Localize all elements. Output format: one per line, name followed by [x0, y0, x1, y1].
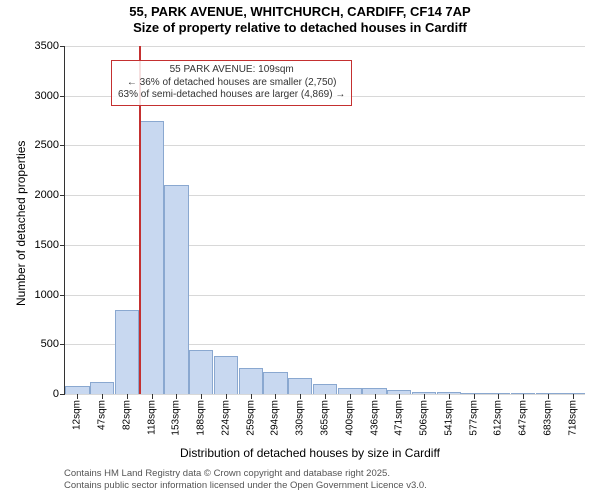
xtick-mark: [251, 394, 252, 399]
xtick-label: 683sqm: [542, 400, 553, 436]
xtick-label: 294sqm: [270, 400, 281, 436]
xtick-label: 330sqm: [295, 400, 306, 436]
xtick-mark: [201, 394, 202, 399]
ytick-label: 1500: [35, 239, 59, 251]
xtick-label: 400sqm: [344, 400, 355, 436]
ytick-label: 3000: [35, 90, 59, 102]
xtick-label: 612sqm: [493, 400, 504, 436]
ytick-mark: [60, 96, 65, 97]
xtick-mark: [375, 394, 376, 399]
ytick-label: 2500: [35, 139, 59, 151]
ytick-label: 3500: [35, 40, 59, 52]
histogram-bar: [65, 386, 89, 394]
annotation-line-1: 55 PARK AVENUE: 109sqm: [118, 64, 345, 77]
xtick-mark: [127, 394, 128, 399]
ytick-mark: [60, 295, 65, 296]
ytick-mark: [60, 195, 65, 196]
chart-title: 55, PARK AVENUE, WHITCHURCH, CARDIFF, CF…: [0, 0, 600, 20]
xtick-mark: [548, 394, 549, 399]
footer-attribution: Contains HM Land Registry data © Crown c…: [64, 468, 427, 493]
xtick-mark: [300, 394, 301, 399]
ytick-mark: [60, 245, 65, 246]
footer-line-1: Contains HM Land Registry data © Crown c…: [64, 468, 427, 480]
xtick-label: 118sqm: [146, 400, 157, 435]
x-axis-label: Distribution of detached houses by size …: [180, 446, 440, 460]
gridline: [65, 46, 585, 47]
annotation-line-3: 63% of semi-detached houses are larger (…: [118, 89, 345, 102]
ytick-mark: [60, 145, 65, 146]
xtick-label: 153sqm: [171, 400, 182, 436]
footer-line-2: Contains public sector information licen…: [64, 480, 427, 492]
xtick-label: 506sqm: [419, 400, 430, 436]
xtick-label: 541sqm: [443, 400, 454, 436]
y-axis-label: Number of detached properties: [14, 141, 28, 306]
xtick-mark: [102, 394, 103, 399]
xtick-label: 47sqm: [97, 400, 108, 430]
xtick-label: 82sqm: [121, 400, 132, 430]
xtick-mark: [573, 394, 574, 399]
histogram-bar: [164, 185, 188, 394]
ytick-mark: [60, 46, 65, 47]
xtick-mark: [325, 394, 326, 399]
histogram-bar: [115, 310, 139, 395]
ytick-label: 0: [53, 388, 59, 400]
ytick-label: 500: [41, 338, 59, 350]
xtick-mark: [498, 394, 499, 399]
xtick-label: 577sqm: [468, 400, 479, 436]
histogram-bar: [263, 372, 287, 394]
xtick-label: 12sqm: [72, 400, 83, 430]
xtick-mark: [350, 394, 351, 399]
histogram-bar: [90, 382, 114, 394]
chart-subtitle: Size of property relative to detached ho…: [0, 20, 600, 36]
xtick-mark: [474, 394, 475, 399]
xtick-label: 647sqm: [518, 400, 529, 436]
histogram-bar: [239, 368, 263, 394]
xtick-mark: [399, 394, 400, 399]
xtick-label: 259sqm: [245, 400, 256, 436]
xtick-mark: [152, 394, 153, 399]
chart-container: 55, PARK AVENUE, WHITCHURCH, CARDIFF, CF…: [0, 0, 600, 500]
xtick-mark: [77, 394, 78, 399]
xtick-mark: [523, 394, 524, 399]
xtick-label: 436sqm: [369, 400, 380, 436]
annotation-line-2: ← 36% of detached houses are smaller (2,…: [118, 77, 345, 90]
histogram-bar: [288, 378, 312, 394]
xtick-mark: [449, 394, 450, 399]
xtick-label: 365sqm: [320, 400, 331, 436]
xtick-mark: [275, 394, 276, 399]
xtick-label: 188sqm: [196, 400, 207, 436]
ytick-label: 2000: [35, 189, 59, 201]
xtick-label: 718sqm: [567, 400, 578, 436]
xtick-label: 224sqm: [220, 400, 231, 436]
xtick-mark: [176, 394, 177, 399]
plot-area: 050010001500200025003000350012sqm47sqm82…: [64, 46, 585, 395]
histogram-bar: [214, 356, 238, 394]
xtick-label: 471sqm: [394, 400, 405, 436]
histogram-bar: [313, 384, 337, 394]
annotation-box: 55 PARK AVENUE: 109sqm← 36% of detached …: [111, 60, 352, 106]
histogram-bar: [140, 121, 164, 394]
ytick-label: 1000: [35, 289, 59, 301]
xtick-mark: [424, 394, 425, 399]
ytick-mark: [60, 394, 65, 395]
ytick-mark: [60, 344, 65, 345]
histogram-bar: [189, 350, 213, 394]
xtick-mark: [226, 394, 227, 399]
